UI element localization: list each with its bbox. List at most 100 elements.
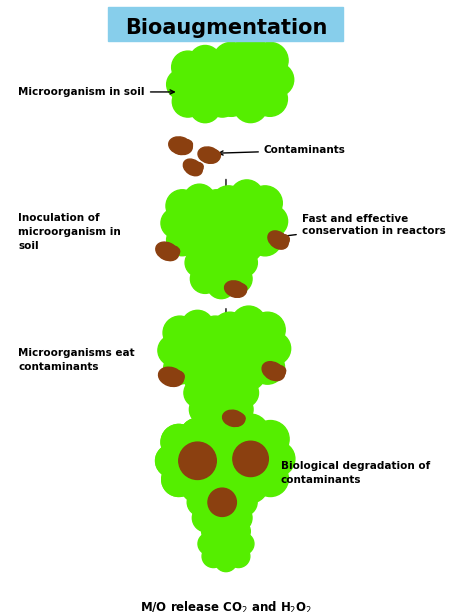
Circle shape (158, 335, 189, 366)
Circle shape (190, 93, 220, 122)
Circle shape (192, 472, 221, 501)
Ellipse shape (165, 371, 184, 386)
Circle shape (206, 442, 241, 476)
Circle shape (233, 36, 268, 71)
Ellipse shape (169, 137, 192, 155)
Circle shape (190, 231, 220, 262)
Circle shape (181, 470, 214, 502)
Circle shape (162, 463, 196, 496)
Circle shape (194, 474, 251, 531)
Circle shape (206, 206, 238, 237)
Circle shape (155, 444, 188, 477)
Circle shape (231, 230, 263, 262)
Circle shape (258, 332, 291, 365)
Ellipse shape (230, 284, 247, 297)
Circle shape (167, 69, 197, 99)
Circle shape (212, 223, 245, 256)
Circle shape (207, 444, 239, 477)
Circle shape (199, 463, 233, 496)
Text: Inoculation of
microorganism in
soil: Inoculation of microorganism in soil (18, 214, 121, 252)
Circle shape (252, 42, 288, 78)
Circle shape (174, 53, 237, 116)
Circle shape (215, 315, 283, 382)
Text: Fast and effective
conservation in reactors: Fast and effective conservation in react… (280, 214, 446, 238)
Circle shape (184, 378, 213, 408)
Ellipse shape (158, 367, 183, 386)
Circle shape (199, 425, 234, 460)
Ellipse shape (262, 362, 284, 381)
Circle shape (234, 89, 267, 122)
Circle shape (190, 394, 220, 425)
Circle shape (252, 81, 287, 116)
Circle shape (233, 469, 268, 503)
Circle shape (164, 427, 232, 494)
Circle shape (155, 444, 188, 477)
Circle shape (201, 520, 225, 543)
Circle shape (207, 401, 236, 430)
Circle shape (216, 45, 286, 114)
Circle shape (164, 427, 232, 494)
Circle shape (199, 425, 234, 460)
Circle shape (206, 335, 237, 366)
Circle shape (181, 419, 215, 452)
Ellipse shape (228, 413, 245, 426)
Circle shape (250, 350, 284, 384)
Circle shape (229, 248, 257, 277)
Circle shape (184, 184, 215, 215)
Circle shape (191, 363, 252, 423)
Circle shape (227, 545, 250, 567)
Circle shape (213, 350, 247, 384)
Text: Contaminants: Contaminants (219, 146, 346, 155)
Circle shape (185, 248, 213, 277)
Ellipse shape (223, 410, 245, 427)
Ellipse shape (273, 234, 289, 248)
Circle shape (199, 352, 231, 384)
Circle shape (232, 357, 265, 390)
Circle shape (223, 394, 253, 425)
Circle shape (201, 225, 232, 256)
Circle shape (232, 306, 266, 340)
Circle shape (207, 86, 238, 117)
Circle shape (199, 463, 233, 496)
Ellipse shape (198, 147, 220, 163)
Circle shape (229, 378, 258, 408)
Ellipse shape (188, 162, 203, 174)
Circle shape (207, 332, 239, 365)
Circle shape (208, 208, 238, 238)
Circle shape (223, 472, 253, 501)
Circle shape (232, 533, 254, 554)
Circle shape (222, 360, 254, 392)
Circle shape (199, 316, 232, 349)
Text: Microorganisms eat
contaminants: Microorganisms eat contaminants (18, 348, 135, 372)
Circle shape (213, 461, 249, 496)
Ellipse shape (156, 242, 179, 261)
Circle shape (215, 550, 237, 572)
Text: Bioaugmentation: Bioaugmentation (125, 18, 327, 38)
Circle shape (166, 225, 198, 256)
Ellipse shape (183, 159, 202, 176)
Circle shape (207, 444, 239, 477)
Circle shape (181, 470, 214, 502)
Circle shape (166, 190, 199, 222)
FancyBboxPatch shape (109, 7, 344, 41)
Circle shape (208, 63, 241, 97)
Circle shape (179, 442, 216, 479)
Circle shape (172, 86, 203, 117)
Circle shape (163, 316, 197, 349)
Circle shape (248, 186, 283, 220)
Ellipse shape (181, 446, 215, 475)
Circle shape (214, 69, 244, 99)
Circle shape (192, 233, 251, 292)
Circle shape (198, 533, 220, 554)
Circle shape (248, 223, 282, 256)
Circle shape (206, 51, 238, 83)
Circle shape (252, 420, 289, 458)
Circle shape (165, 318, 230, 382)
Circle shape (223, 264, 252, 293)
Circle shape (214, 81, 249, 116)
Ellipse shape (161, 246, 180, 259)
Circle shape (256, 206, 288, 237)
Circle shape (168, 192, 231, 254)
Circle shape (215, 515, 237, 538)
Circle shape (211, 186, 246, 220)
